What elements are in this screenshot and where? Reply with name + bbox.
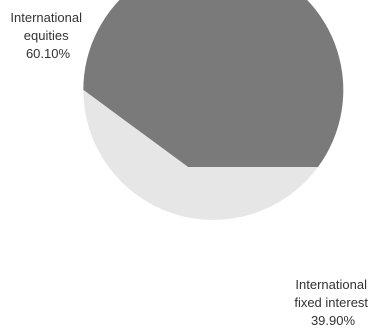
slice-label-international-equities-line-2: equities [24, 28, 69, 43]
pie-slices [83, 0, 344, 220]
slice-label-international-fixed-interest-line-2: fixed interest [294, 295, 368, 310]
pie-slice-international-equities [83, 0, 344, 167]
slice-label-international-equities-percent: 60.10% [26, 46, 71, 61]
slice-label-international-fixed-interest-percent: 39.90% [311, 313, 356, 328]
slice-label-international-fixed-interest: International fixed interest 39.90% [294, 277, 371, 328]
pie-slice-international-fixed-interest [83, 89, 318, 220]
slice-label-international-equities: International equities 60.10% [10, 10, 85, 61]
slice-label-international-equities-line-1: International [10, 10, 82, 25]
pie-labels: International equities 60.10% Internatio… [10, 10, 371, 328]
slice-label-international-fixed-interest-line-1: International [295, 277, 367, 292]
